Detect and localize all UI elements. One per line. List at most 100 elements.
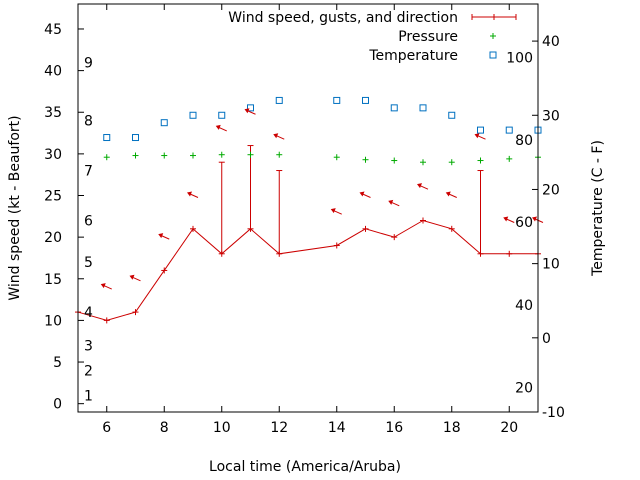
wind-speed-point: [333, 242, 340, 249]
pressure-point: [420, 159, 426, 166]
x-tick-label: 18: [443, 420, 461, 436]
plot-area: [75, 96, 544, 324]
y-tick-label: 10: [44, 313, 62, 329]
wind-direction-arrow: [129, 274, 141, 282]
beaufort-label: 1: [84, 388, 93, 404]
y-tick-label: 20: [44, 230, 62, 246]
x-tick-label: 20: [500, 420, 518, 436]
temperature-point: [132, 134, 139, 142]
y-tick-label: 0: [53, 397, 62, 413]
y-tick-label: 25: [44, 189, 62, 205]
x-tick-label: 10: [213, 420, 231, 436]
temperature-point: [505, 126, 513, 134]
y-tick-label: 45: [44, 22, 62, 38]
wind-speed-line: [77, 219, 538, 321]
x-tick-label: 12: [270, 420, 288, 436]
x-tick-label: 16: [385, 420, 403, 436]
legend-marker-wind: [491, 14, 497, 20]
legend-marker-temperature: [489, 51, 497, 59]
temperature-point: [218, 111, 226, 119]
temperature-point: [362, 96, 369, 104]
wind-speed-point: [161, 267, 168, 274]
y-axis-label: Wind speed (kt - Beaufort): [7, 115, 23, 300]
beaufort-label: 5: [84, 255, 93, 271]
wind-speed-point: [103, 317, 110, 324]
wind-speed-point: [132, 309, 139, 316]
y-tick-label: 35: [44, 105, 62, 121]
beaufort-label: 9: [84, 55, 93, 71]
pressure-point: [276, 151, 283, 158]
y2-tick-label: -10: [542, 405, 565, 421]
fahrenheit-label: 60: [515, 215, 533, 231]
legend: Wind speed, gusts, and direction Pressure…: [228, 10, 517, 64]
temperature-point: [275, 96, 283, 104]
pressure-point: [362, 156, 369, 163]
temperature-point: [333, 96, 341, 104]
temperature-point: [103, 134, 111, 142]
axes: 6 8 10 12 14 16 18 20051015202530354045-1001020…: [44, 4, 565, 436]
wind-direction-arrow: [100, 283, 112, 290]
y2-tick-label: 10: [542, 257, 560, 273]
wind-speed-point: [506, 250, 513, 257]
wind-direction-arrow: [215, 124, 227, 132]
wind-direction-arrow: [359, 191, 371, 198]
pressure-point: [218, 151, 225, 158]
temperature-point: [448, 111, 456, 119]
wind-direction-arrow: [417, 183, 429, 190]
wind-direction-arrow: [445, 191, 457, 198]
beaufort-label: 6: [84, 213, 93, 229]
temperature-point: [477, 126, 484, 134]
y2-tick-label: 40: [542, 34, 560, 50]
pressure-point: [103, 154, 110, 161]
pressure-point: [506, 155, 513, 162]
wind-direction-arrow: [187, 191, 199, 198]
wind-direction-arrow: [474, 133, 486, 140]
wind-direction-arrow: [388, 199, 400, 207]
legend-label-temperature: Temperature: [368, 48, 458, 64]
beaufort-label: 4: [84, 305, 93, 321]
beaufort-label: 8: [84, 114, 93, 130]
temperature-point: [189, 111, 197, 119]
fahrenheit-label: 80: [515, 133, 533, 149]
pressure-point: [391, 157, 398, 164]
legend-marker-pressure: [490, 33, 496, 39]
pressure-point: [247, 151, 254, 158]
y-tick-label: 30: [44, 147, 62, 163]
beaufort-label: 2: [84, 363, 93, 379]
y2-tick-label: 0: [542, 331, 551, 347]
wind-direction-arrow: [273, 133, 285, 140]
legend-label-pressure: Pressure: [398, 29, 458, 45]
fahrenheit-label: 100: [506, 50, 533, 66]
x-axis-label: Local time (America/Aruba): [209, 459, 401, 475]
x-tick-label: 6: [102, 420, 111, 436]
temperature-point: [160, 119, 168, 127]
y2-tick-label: 30: [542, 108, 560, 124]
plot-frame: [77, 3, 539, 413]
x-tick-label: 8: [160, 420, 169, 436]
pressure-point: [132, 152, 139, 159]
wind-direction-arrow: [158, 233, 170, 240]
pressure-point: [448, 159, 455, 166]
temperature-point: [390, 104, 398, 112]
wind-direction-arrow: [503, 216, 515, 223]
pressure-point: [190, 152, 196, 159]
y-tick-label: 15: [44, 272, 62, 288]
beaufort-label: 7: [84, 164, 93, 180]
fahrenheit-label: 20: [515, 381, 533, 397]
wind-speed-point: [190, 225, 196, 232]
beaufort-label: 3: [84, 338, 93, 354]
temperature-point: [247, 104, 254, 112]
y-tick-label: 40: [44, 64, 62, 80]
fahrenheit-label: 40: [515, 298, 533, 314]
pressure-point: [477, 157, 484, 164]
pressure-point: [161, 152, 168, 159]
legend-label-wind: Wind speed, gusts, and direction: [228, 10, 458, 26]
wind-speed-point: [362, 225, 369, 232]
wind-speed-point: [420, 217, 426, 224]
y-tick-label: 5: [53, 355, 62, 371]
y2-tick-label: 20: [542, 182, 560, 198]
wind-direction-arrow: [330, 208, 342, 215]
y2-axis-label: Temperature (C - F): [590, 140, 606, 277]
pressure-point: [333, 154, 340, 161]
